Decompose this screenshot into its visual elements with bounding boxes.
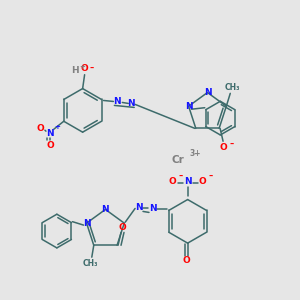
Text: O: O — [81, 64, 88, 73]
Text: N: N — [83, 219, 90, 228]
Text: N: N — [149, 204, 157, 213]
Text: Cr: Cr — [171, 155, 184, 165]
Text: N: N — [128, 99, 135, 108]
Text: N: N — [113, 97, 121, 106]
Text: N: N — [46, 129, 54, 138]
Text: N: N — [102, 205, 109, 214]
Text: –: – — [208, 172, 213, 181]
Text: O: O — [219, 143, 227, 152]
Text: –: – — [90, 64, 94, 73]
Text: O: O — [36, 124, 44, 133]
Text: N: N — [204, 88, 211, 97]
Text: O: O — [199, 177, 206, 186]
Text: +: + — [80, 64, 86, 70]
Text: O: O — [118, 223, 126, 232]
Text: CH₃: CH₃ — [83, 259, 98, 268]
Text: CH₃: CH₃ — [224, 83, 240, 92]
Text: O: O — [183, 256, 190, 266]
Text: O: O — [169, 177, 177, 186]
Text: –: – — [179, 172, 183, 181]
Text: N: N — [185, 102, 192, 111]
Text: 3+: 3+ — [190, 149, 201, 158]
Text: +: + — [54, 124, 60, 130]
Text: N: N — [184, 177, 191, 186]
Text: N: N — [135, 203, 143, 212]
Text: O: O — [46, 140, 54, 149]
Text: –: – — [229, 140, 233, 149]
Text: H: H — [71, 66, 79, 75]
